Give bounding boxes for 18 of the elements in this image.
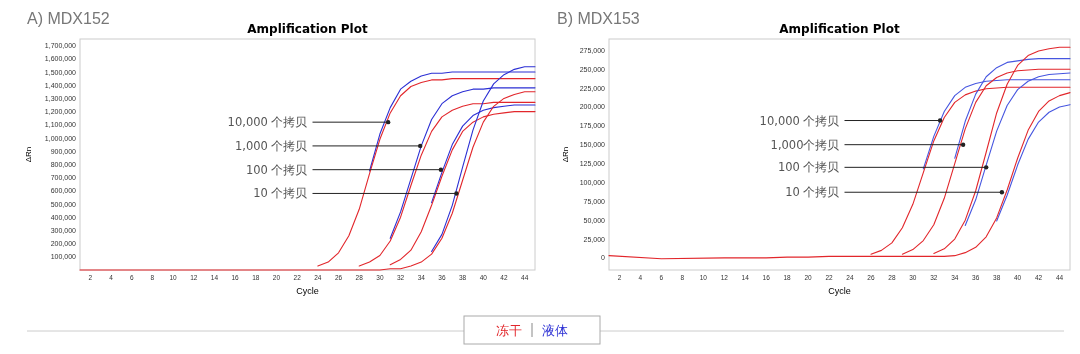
chart-title: Amplification Plot — [779, 22, 900, 36]
y-axis-title: ΔRn — [24, 146, 33, 163]
text: 冻干 — [496, 323, 522, 338]
chart-subtitle: B) MDX153 — [557, 10, 640, 27]
annotation: 1,000个拷贝 — [770, 137, 840, 152]
annotation: 10 个拷贝 — [253, 186, 308, 201]
text: 液体 — [542, 323, 568, 338]
y-axis-title: ΔRn — [561, 146, 570, 163]
annotation: 100 个拷贝 — [245, 162, 308, 177]
chart-title: Amplification Plot — [247, 22, 368, 36]
annotation: 100 个拷贝 — [777, 160, 840, 175]
annotation: 10,000 个拷贝 — [227, 115, 308, 130]
chart-subtitle: A) MDX152 — [27, 10, 110, 27]
x-axis-title: Cycle — [828, 286, 851, 296]
annotation: 10,000 个拷贝 — [759, 113, 840, 128]
annotation: 1,000 个拷贝 — [234, 138, 308, 153]
x-axis-title: Cycle — [296, 286, 319, 296]
annotation: 10 个拷贝 — [785, 185, 840, 200]
